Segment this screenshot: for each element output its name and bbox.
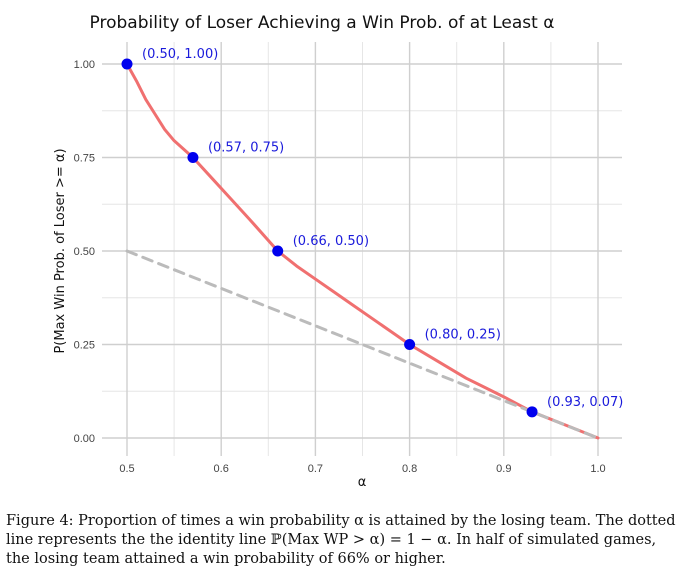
y-tick-label: 0.75	[74, 153, 95, 165]
grid	[102, 42, 622, 456]
point-label: (0.50, 1.00)	[142, 47, 218, 62]
x-axis-label: α	[358, 475, 367, 490]
y-tick-label: 1.00	[74, 59, 95, 71]
identity-line	[125, 249, 600, 440]
x-tick-label: 0.5	[119, 463, 134, 475]
series-lines	[125, 62, 600, 440]
x-tick-label: 0.7	[308, 463, 323, 475]
probability-curve	[125, 62, 600, 440]
y-tick-label: 0.00	[74, 433, 95, 445]
y-tick-label: 0.50	[74, 246, 95, 258]
data-point	[272, 245, 284, 257]
data-point	[526, 406, 538, 418]
x-tick-label: 0.9	[496, 463, 511, 475]
y-axis-label: P(Max Win Prob. of Loser >= α)	[53, 148, 68, 353]
x-tick-label: 0.8	[402, 463, 417, 475]
x-ticks: 0.5 0.6 0.7 0.8 0.9 1.0	[119, 463, 605, 475]
point-annotations: (0.50, 1.00) (0.57, 0.75) (0.66, 0.50) (0.8…	[142, 47, 623, 410]
data-point	[121, 58, 133, 70]
x-tick-label: 1.0	[590, 463, 605, 475]
point-label: (0.66, 0.50)	[293, 234, 369, 249]
chart-title: Probability of Loser Achieving a Win Pro…	[90, 13, 555, 33]
point-label: (0.80, 0.25)	[425, 328, 501, 343]
point-label: (0.57, 0.75)	[208, 141, 284, 156]
y-ticks: 0.00 0.25 0.50 0.75 1.00	[74, 59, 95, 445]
data-point	[404, 339, 416, 350]
point-label: (0.93, 0.07)	[547, 395, 623, 410]
y-tick-label: 0.25	[74, 340, 95, 352]
data-points	[121, 58, 538, 418]
x-tick-label: 0.6	[214, 463, 229, 475]
data-point	[187, 152, 199, 163]
chart: Probability of Loser Achieving a Win Pro…	[53, 13, 623, 490]
figure-caption: Figure 4: Proportion of times a win prob…	[6, 513, 676, 567]
